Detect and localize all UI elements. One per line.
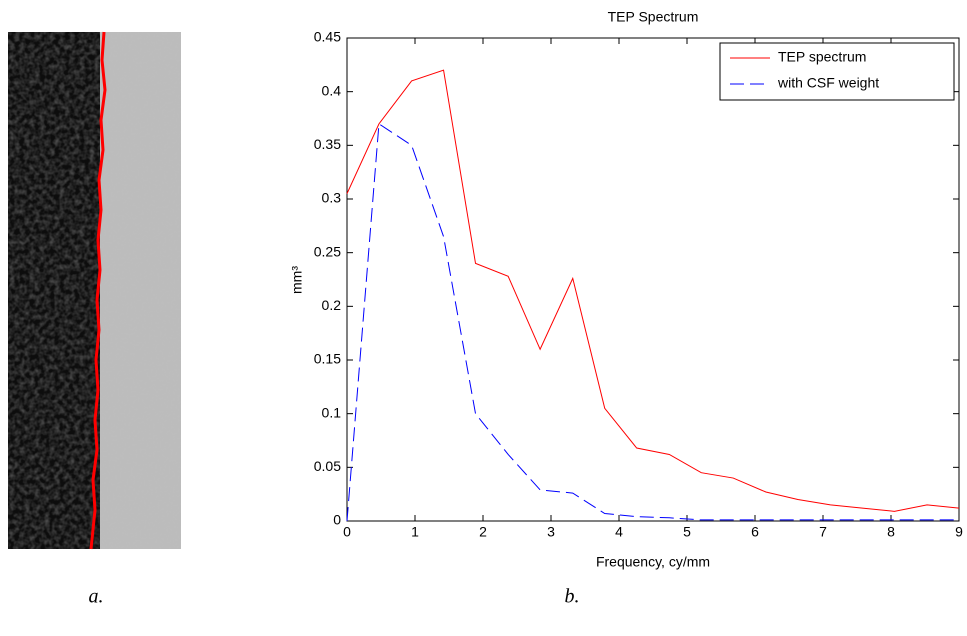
x-tick-label: 9 (955, 524, 963, 540)
x-tick-label: 0 (343, 524, 351, 540)
x-tick-label: 5 (683, 524, 691, 540)
y-axis-label: mm³ (289, 266, 305, 294)
x-tick-label: 6 (751, 524, 759, 540)
legend-label: with CSF weight (777, 75, 879, 91)
y-tick-label: 0.4 (322, 82, 342, 98)
y-tick-label: 0.2 (322, 297, 342, 313)
x-axis-label: Frequency, cy/mm (596, 554, 710, 570)
dark-texture (8, 32, 103, 549)
x-tick-label: 1 (411, 524, 419, 540)
legend-box (719, 42, 955, 101)
y-tick-label: 0.25 (314, 243, 341, 259)
x-tick-label: 3 (547, 524, 555, 540)
x-tick-label: 4 (615, 524, 623, 540)
y-tick-label: 0.1 (322, 404, 342, 420)
edge-line (89, 31, 107, 550)
edge-image (8, 31, 181, 550)
plot-frame (346, 37, 960, 522)
chart-title: TEP Spectrum (608, 9, 699, 25)
caption: b. (565, 586, 580, 608)
legend-label: TEP spectrum (778, 49, 866, 65)
light-texture (100, 32, 181, 549)
x-tick-label: 7 (819, 524, 827, 540)
x-tick-label: 2 (479, 524, 487, 540)
y-tick-label: 0.05 (314, 458, 341, 474)
y-tick-label: 0.15 (314, 351, 341, 367)
y-tick-label: 0.35 (314, 136, 341, 152)
series-line (346, 69, 960, 512)
caption: a. (89, 586, 104, 608)
y-tick-label: 0.45 (314, 29, 341, 45)
x-tick-label: 8 (887, 524, 895, 540)
series-line (346, 122, 959, 522)
y-tick-label: 0.3 (322, 190, 342, 206)
y-tick-label: 0 (333, 512, 341, 528)
